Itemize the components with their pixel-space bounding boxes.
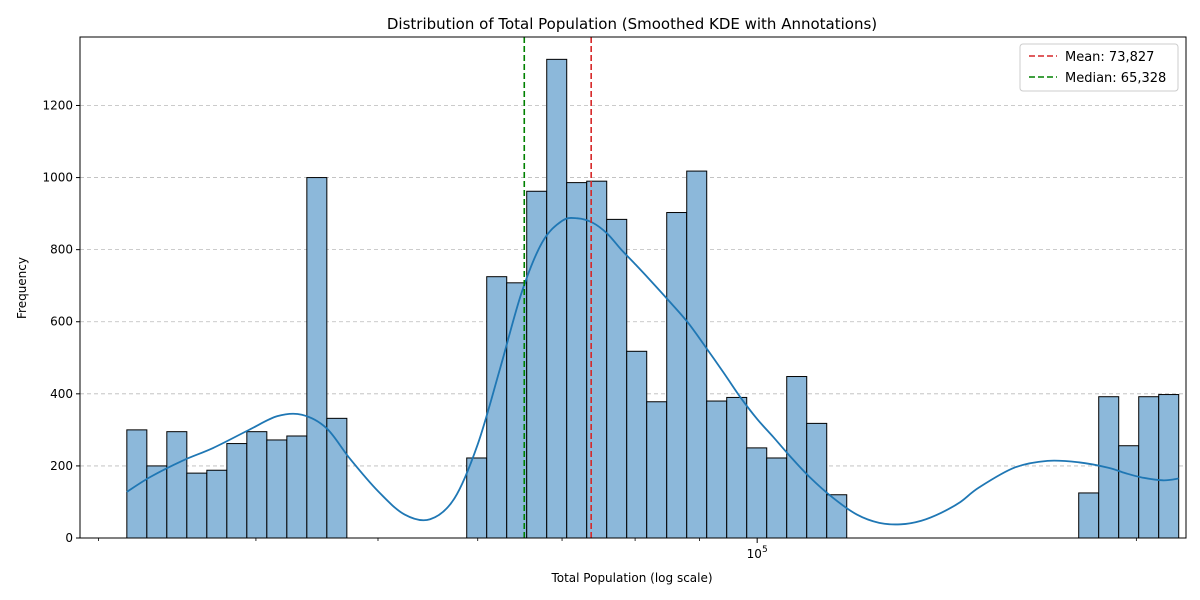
histogram-bar (666, 212, 688, 539)
histogram-bar (206, 469, 228, 539)
histogram-bar (526, 190, 548, 539)
histogram-bar (586, 180, 608, 539)
y-tick-label: 400 (50, 387, 73, 401)
y-axis: 0 200 400 600 800 1000 1200 (42, 98, 80, 545)
histogram-bar (466, 457, 488, 539)
y-tick-label: 200 (50, 459, 73, 473)
histogram-bar (1138, 396, 1160, 539)
histogram-bar (166, 431, 188, 539)
legend-mean-label: Mean: 73,827 (1065, 50, 1154, 65)
kde-curve (126, 217, 1179, 526)
y-tick-label: 0 (65, 531, 73, 545)
histogram-bar (546, 58, 568, 539)
kde-layer (126, 217, 1179, 526)
histogram-bar (326, 417, 348, 539)
legend-median-label: Median: 65,328 (1065, 71, 1166, 86)
histogram-bar (806, 422, 828, 539)
y-tick-label: 1200 (42, 98, 73, 112)
histogram-bar (746, 447, 768, 539)
y-tick-label: 800 (50, 243, 73, 257)
x-tick-label-major: 105 (747, 545, 768, 561)
histogram-bar (266, 439, 288, 539)
legend-box (1019, 43, 1179, 92)
histogram-bar (246, 431, 268, 539)
histogram-bar (126, 429, 148, 539)
histogram-bar (766, 457, 788, 539)
histogram-bar (566, 182, 588, 539)
histogram-bar (646, 401, 668, 539)
histogram-bar (186, 472, 208, 539)
histogram-bar (706, 400, 728, 539)
legend: Mean: 73,827 Median: 65,328 (1019, 43, 1179, 92)
plot-frame (79, 36, 1187, 539)
y-tick-label: 1000 (42, 171, 73, 185)
x-axis-title: Total Population (log scale) (550, 571, 712, 585)
histogram-bar (686, 170, 708, 539)
y-axis-title: Frequency (15, 257, 29, 319)
histogram-bar (606, 218, 628, 539)
histogram-bar (286, 435, 308, 539)
bars-layer (126, 58, 1180, 539)
histogram-bar (726, 396, 748, 539)
histogram-bar (1158, 394, 1180, 539)
histogram-bar (226, 443, 248, 539)
x-axis: 105 (98, 538, 1137, 561)
histogram-bar (1118, 445, 1140, 539)
chart-title: Distribution of Total Population (Smooth… (387, 15, 877, 33)
y-tick-label: 600 (50, 315, 73, 329)
histogram-bar (786, 376, 808, 539)
histogram-bar (626, 350, 648, 539)
histogram-bar (1078, 492, 1100, 539)
histogram-bar (306, 177, 328, 539)
stat-lines-layer (523, 37, 592, 538)
